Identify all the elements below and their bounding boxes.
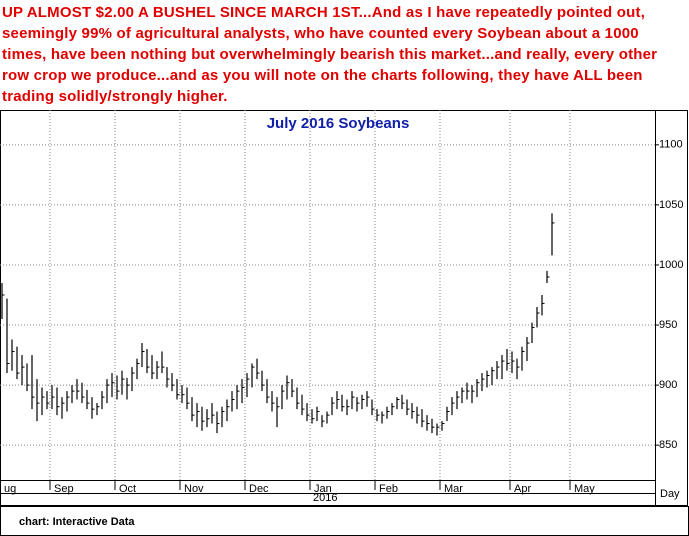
x-tick-label: Oct — [119, 483, 136, 495]
y-tick-label: 900 — [659, 379, 677, 391]
chart-title: July 2016 Soybeans — [267, 115, 410, 132]
y-tick-label: 850 — [659, 439, 677, 451]
plot-frame — [0, 110, 688, 506]
x-tick-label: Jan — [314, 483, 332, 495]
y-tick-label: 1050 — [659, 199, 683, 211]
x-tick-label: Nov — [184, 483, 204, 495]
x-tick-label: Dec — [249, 483, 269, 495]
y-tick-label: 1100 — [659, 139, 683, 151]
y-tick-label: 950 — [659, 319, 677, 331]
x-tick-label: Feb — [379, 483, 398, 495]
x-tick-label: May — [574, 483, 595, 495]
chart: July 2016 Soybeans Day 850 900 950 1000 1050… — [0, 110, 688, 506]
y-tick-label: 1000 — [659, 259, 683, 271]
x-axis-label: Day — [660, 488, 680, 500]
x-tick-label: ug — [4, 483, 16, 495]
x-tick-label: Mar — [444, 483, 463, 495]
year-label: 2016 — [313, 492, 337, 504]
x-tick-label: Sep — [54, 483, 74, 495]
annotation: UP ALMOST $2.00 A BUSHEL SINCE MARCH 1ST… — [2, 4, 658, 105]
footer: chart: Interactive Data — [0, 506, 689, 536]
source: chart: Interactive Data — [19, 516, 135, 528]
x-tick-label: Apr — [514, 483, 531, 495]
